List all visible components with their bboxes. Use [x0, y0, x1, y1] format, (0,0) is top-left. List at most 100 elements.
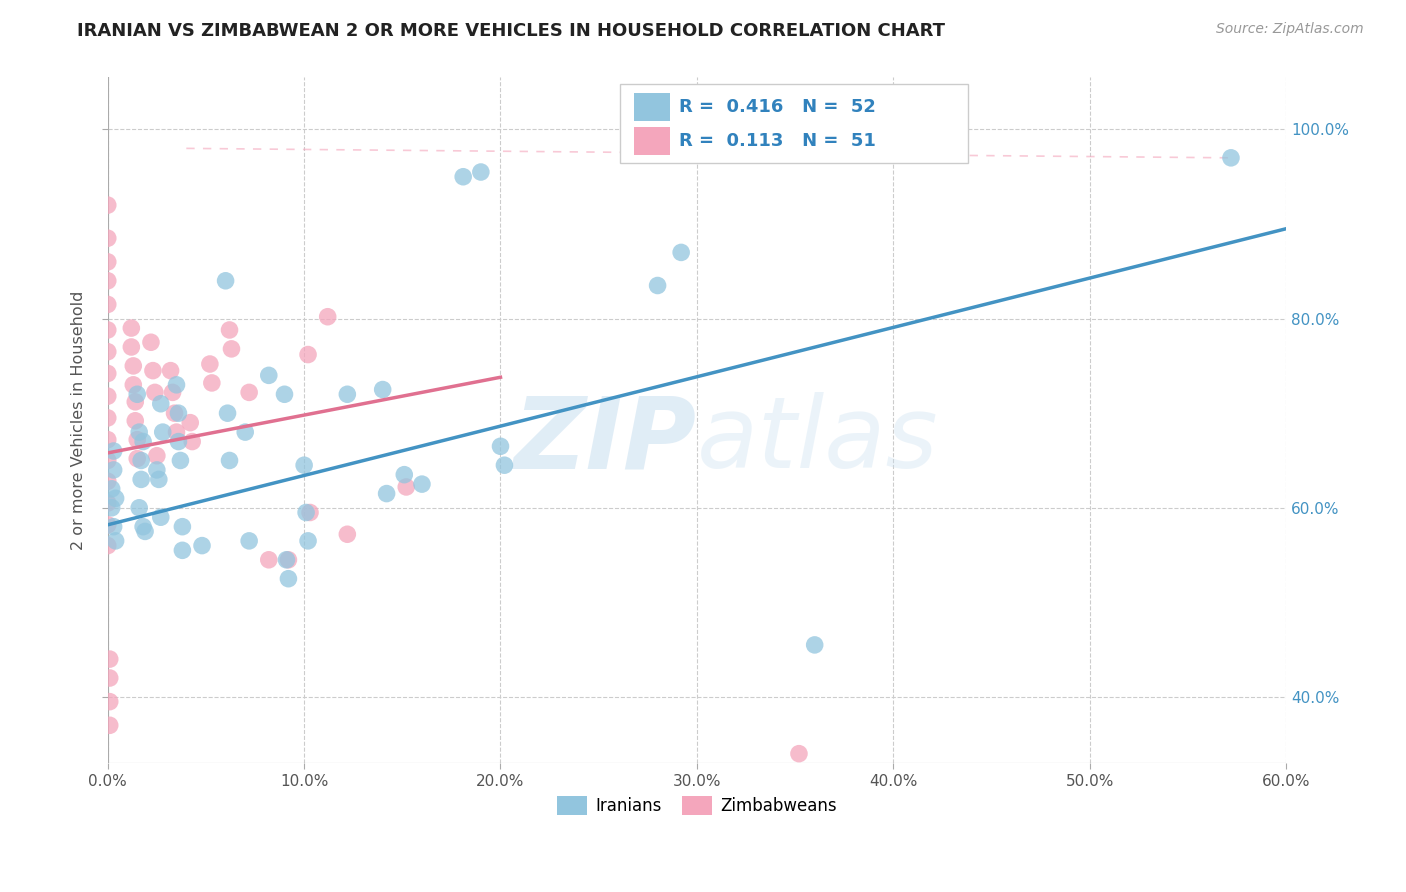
Point — [97, 231, 120, 245]
Legend: Iranians, Zimbabweans: Iranians, Zimbabweans — [548, 788, 845, 823]
Point — [103, 444, 125, 458]
Point — [371, 383, 394, 397]
Point — [295, 506, 318, 520]
Point — [122, 377, 145, 392]
Point — [1220, 151, 1243, 165]
Point — [218, 323, 240, 337]
Point — [257, 368, 280, 383]
Point — [100, 500, 122, 515]
Point — [316, 310, 339, 324]
Point — [120, 321, 142, 335]
Point — [122, 359, 145, 373]
Point — [97, 323, 120, 337]
Point — [394, 467, 416, 482]
Point — [120, 340, 142, 354]
Point — [395, 480, 418, 494]
Point — [669, 245, 692, 260]
Point — [128, 425, 150, 439]
Point — [181, 434, 204, 449]
Point — [167, 434, 190, 449]
Point — [336, 527, 359, 541]
Text: ZIP: ZIP — [513, 392, 697, 490]
Point — [299, 506, 322, 520]
Point — [277, 572, 299, 586]
Point — [169, 453, 191, 467]
Point — [273, 387, 295, 401]
FancyBboxPatch shape — [634, 128, 669, 155]
Point — [132, 434, 155, 449]
Point — [149, 397, 172, 411]
Point — [97, 496, 120, 510]
Point — [149, 510, 172, 524]
Point — [97, 433, 120, 447]
Text: R =  0.416   N =  52: R = 0.416 N = 52 — [679, 98, 876, 116]
Point — [201, 376, 224, 390]
Point — [148, 472, 170, 486]
Point — [103, 519, 125, 533]
Point — [470, 165, 492, 179]
Point — [214, 274, 236, 288]
Point — [98, 718, 121, 732]
Point — [97, 297, 120, 311]
Point — [129, 472, 152, 486]
Point — [124, 394, 146, 409]
Point — [146, 463, 169, 477]
Point — [103, 463, 125, 477]
Point — [97, 389, 120, 403]
Point — [257, 553, 280, 567]
Point — [451, 169, 474, 184]
Y-axis label: 2 or more Vehicles in Household: 2 or more Vehicles in Household — [72, 291, 86, 550]
Point — [97, 198, 120, 212]
Point — [124, 414, 146, 428]
Point — [97, 411, 120, 425]
Point — [163, 406, 186, 420]
Point — [238, 533, 260, 548]
Point — [198, 357, 221, 371]
Point — [179, 416, 201, 430]
Point — [166, 377, 188, 392]
Point — [217, 406, 239, 420]
Text: Source: ZipAtlas.com: Source: ZipAtlas.com — [1216, 22, 1364, 37]
Point — [97, 367, 120, 381]
Point — [104, 533, 127, 548]
Point — [233, 425, 256, 439]
Point — [166, 425, 188, 439]
Point — [238, 385, 260, 400]
Point — [494, 458, 516, 473]
Point — [172, 543, 194, 558]
Point — [127, 451, 149, 466]
Text: IRANIAN VS ZIMBABWEAN 2 OR MORE VEHICLES IN HOUSEHOLD CORRELATION CHART: IRANIAN VS ZIMBABWEAN 2 OR MORE VEHICLES… — [77, 22, 945, 40]
Text: R =  0.113   N =  51: R = 0.113 N = 51 — [679, 132, 876, 150]
Point — [146, 449, 169, 463]
Point — [162, 385, 184, 400]
Point — [277, 553, 299, 567]
Point — [127, 433, 149, 447]
Point — [647, 278, 669, 293]
Point — [411, 477, 433, 491]
Point — [129, 453, 152, 467]
Point — [297, 533, 319, 548]
Point — [100, 482, 122, 496]
Point — [489, 439, 512, 453]
FancyBboxPatch shape — [634, 93, 669, 120]
Point — [98, 671, 121, 685]
Point — [97, 453, 120, 467]
Point — [97, 344, 120, 359]
Point — [159, 364, 181, 378]
Point — [139, 335, 162, 350]
Point — [134, 524, 156, 539]
Point — [191, 539, 214, 553]
Point — [276, 553, 298, 567]
Point — [98, 695, 121, 709]
Point — [218, 453, 240, 467]
Point — [167, 406, 190, 420]
Point — [128, 500, 150, 515]
Point — [787, 747, 810, 761]
Point — [132, 519, 155, 533]
FancyBboxPatch shape — [620, 85, 967, 163]
Point — [97, 539, 120, 553]
Point — [104, 491, 127, 506]
Point — [172, 519, 194, 533]
Point — [98, 652, 121, 666]
Point — [221, 342, 243, 356]
